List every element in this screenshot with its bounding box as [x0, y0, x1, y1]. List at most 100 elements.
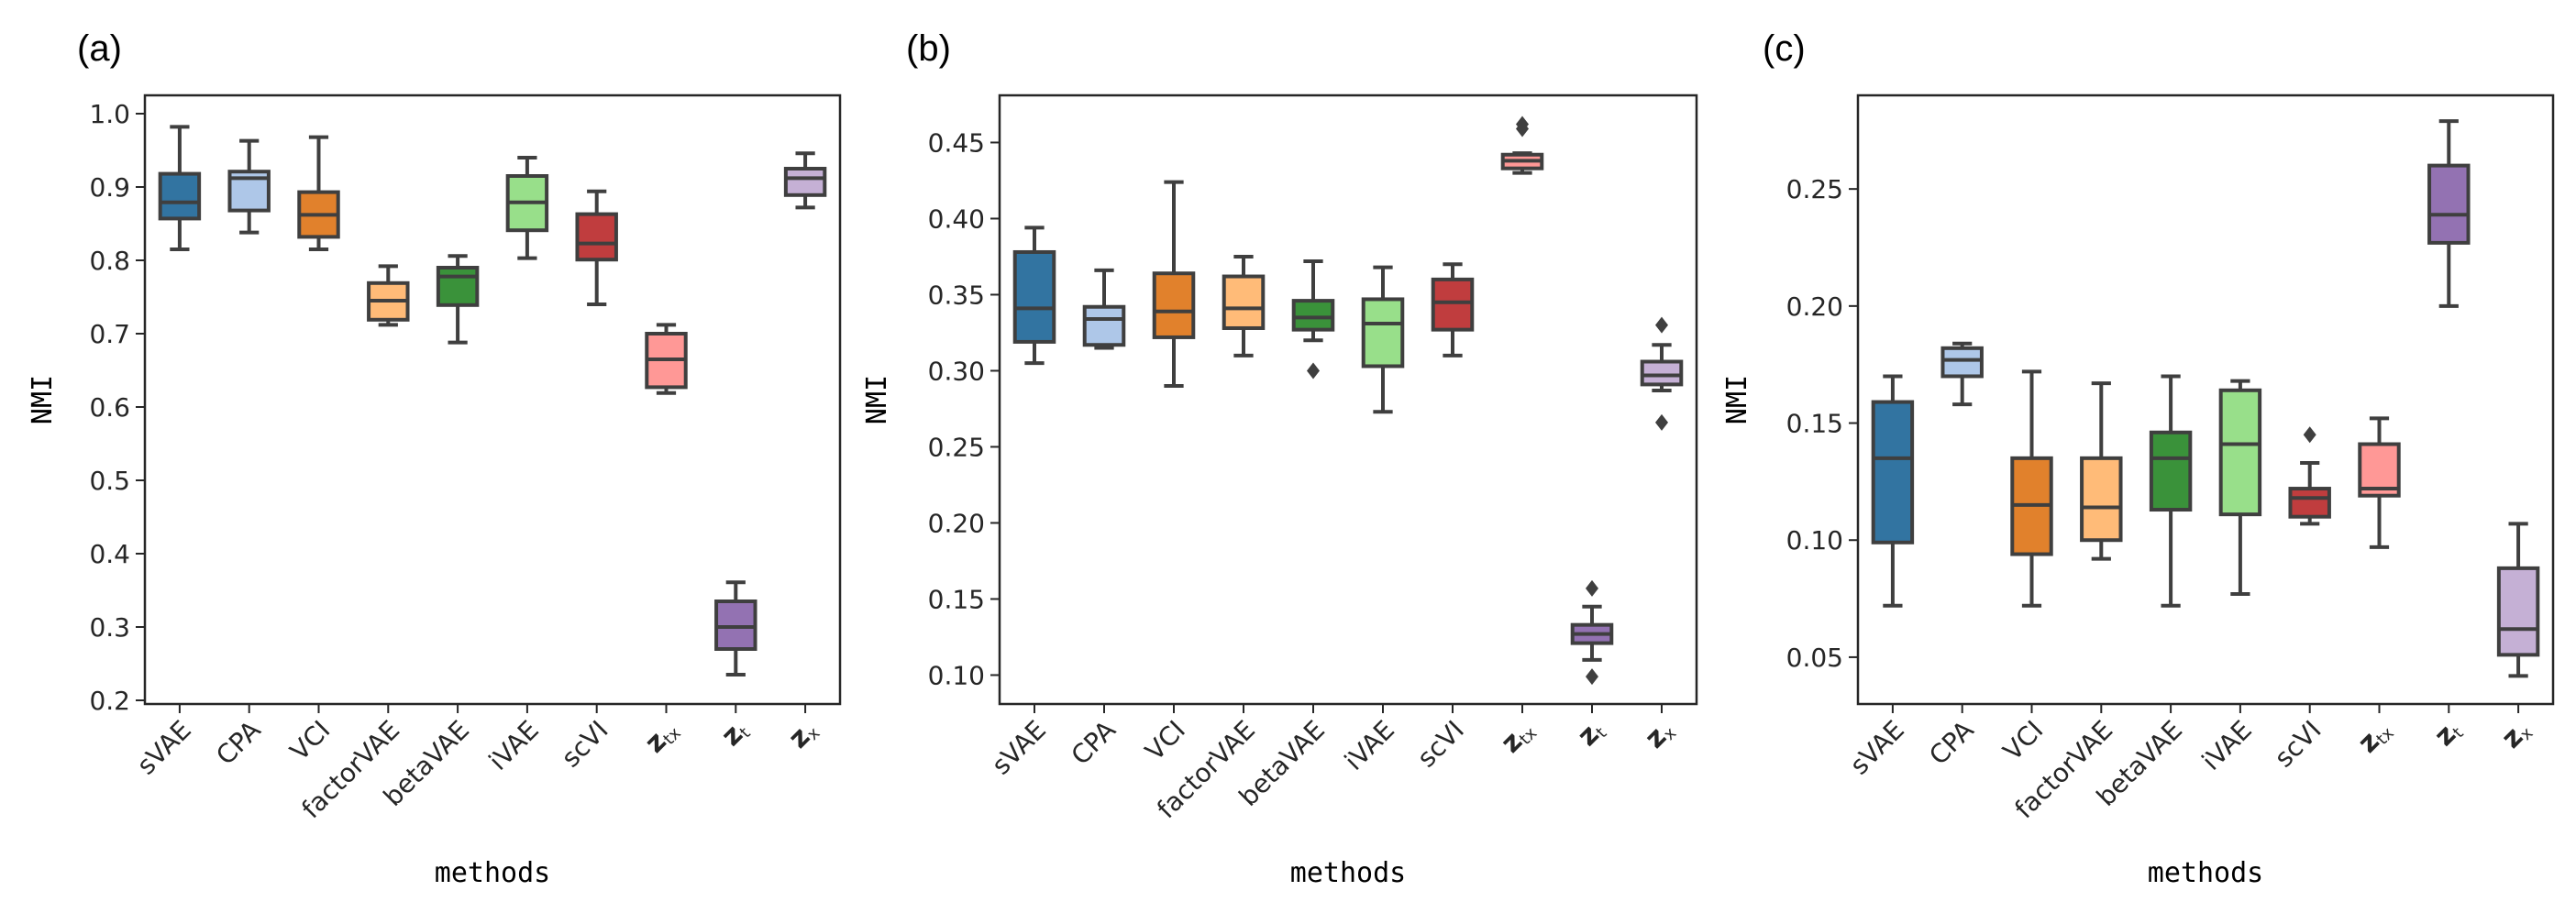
box-body	[2080, 456, 2123, 543]
y-axis-label: NMI	[27, 375, 59, 424]
outlier-point	[1586, 579, 1598, 597]
outlier-point	[1307, 362, 1320, 380]
x-tick-label: CPA	[210, 715, 266, 771]
x-tick-label-main: scVI	[2269, 715, 2327, 774]
x-tick-label: iVAE	[1339, 715, 1400, 776]
outlier-point	[2303, 426, 2316, 444]
box-body	[2496, 566, 2540, 657]
box-body	[1291, 299, 1335, 332]
x-tick-label: VCI	[1139, 715, 1191, 767]
y-tick-label: 0.10	[928, 660, 985, 690]
box-ivae	[2218, 379, 2262, 596]
x-axis-label: methods	[1290, 857, 1406, 889]
y-tick-label: 0.8	[89, 246, 130, 276]
box-vci	[297, 135, 340, 251]
box-body	[2288, 487, 2331, 519]
outlier-point	[1655, 413, 1668, 431]
outlier-point	[1655, 316, 1668, 334]
x-tick-label-main: CPA	[1066, 715, 1122, 771]
box-body	[783, 167, 827, 197]
x-tick-label-main: iVAE	[1339, 715, 1400, 776]
y-tick-label: 0.4	[89, 539, 130, 569]
x-tick-label: zt	[715, 714, 755, 754]
y-tick-label: 0.10	[1786, 525, 1843, 556]
box-zx	[783, 151, 827, 210]
outlier-point	[1516, 116, 1529, 133]
box-scvi	[2288, 426, 2331, 526]
box-ivae	[1361, 265, 1405, 414]
y-tick-label: 0.3	[89, 612, 130, 643]
y-tick-label: 1.0	[89, 99, 130, 129]
x-tick-label: scVI	[2269, 715, 2327, 774]
x-tick-label: zx	[782, 714, 824, 756]
panel-a: (a) 0.2 0.3 0.4 0.5 0.6 0.7 0.8 0.9 1.0 NMI methods…	[27, 28, 842, 889]
box-body	[1152, 271, 1196, 339]
box-body	[1012, 249, 1056, 344]
box-zt	[714, 580, 757, 676]
box-zx	[1640, 316, 1684, 431]
box-body	[1871, 400, 1915, 544]
x-tick-label: scVI	[556, 715, 614, 774]
y-axis-label: NMI	[1721, 375, 1753, 424]
panel-label: (a)	[77, 28, 122, 69]
box-ztx	[1500, 116, 1544, 175]
x-tick-label: sVAE	[1844, 715, 1910, 781]
box-body	[1431, 277, 1475, 332]
box-betavae	[2149, 374, 2193, 608]
box-svae	[1871, 374, 1915, 608]
axes-frame	[998, 94, 1698, 706]
x-tick-label: zx	[2495, 714, 2537, 756]
x-tick-label-main: iVAE	[2196, 715, 2258, 776]
x-tick-label: iVAE	[2196, 715, 2258, 776]
x-axis-label: methods	[435, 857, 550, 889]
panel-label: (c)	[1763, 28, 1806, 69]
box-body	[575, 212, 618, 262]
y-tick-label: 0.25	[928, 432, 985, 462]
x-tick-label-main: sVAE	[1844, 715, 1910, 781]
box-zt	[2427, 119, 2471, 308]
x-tick-label-main: CPA	[1923, 715, 1979, 771]
x-tick-label-main: iVAE	[483, 715, 545, 776]
x-tick-label: VCI	[1997, 715, 2050, 767]
x-tick-label: ztx	[1495, 714, 1542, 761]
y-tick-label: 0.05	[1786, 643, 1843, 673]
panel-b: (b) 0.10 0.15 0.20 0.25 0.30 0.35 0.40 0.45 NMI me…	[861, 28, 1698, 889]
box-factorvae	[1222, 254, 1266, 358]
y-tick-label: 0.25	[1786, 174, 1843, 204]
box-body	[1222, 274, 1266, 330]
x-tick-label: CPA	[1923, 715, 1979, 771]
box-body	[2149, 430, 2193, 512]
box-zx	[2496, 522, 2540, 678]
panel-label: (b)	[906, 28, 951, 69]
x-tick-label: zx	[1639, 714, 1681, 756]
box-cpa	[227, 138, 271, 235]
x-tick-label-main: scVI	[1411, 715, 1470, 774]
x-tick-label: zt	[2428, 714, 2468, 754]
box-body	[2218, 388, 2262, 517]
y-tick-label: 0.2	[89, 686, 130, 716]
box-vci	[1152, 180, 1196, 389]
y-tick-label: 0.30	[928, 356, 985, 386]
x-tick-label: zt	[1572, 714, 1611, 754]
axes-frame	[1856, 94, 2555, 706]
panel-c: (c) 0.05 0.10 0.15 0.20 0.25 NMI methods sVAE CPA…	[1721, 28, 2555, 889]
y-tick-label: 0.35	[928, 280, 985, 310]
box-zt	[1570, 579, 1614, 686]
x-tick-label-main: VCI	[1139, 715, 1191, 767]
x-tick-label-main: VCI	[1997, 715, 2050, 767]
box-body	[158, 171, 202, 221]
x-tick-label-main: sVAE	[131, 715, 197, 781]
box-betavae	[436, 254, 480, 345]
x-tick-label: ztx	[2352, 714, 2399, 761]
x-tick-label-main: CPA	[210, 715, 266, 771]
x-axis-label: methods	[2148, 857, 2263, 889]
y-tick-label: 0.6	[89, 392, 130, 423]
x-tick-label-main: scVI	[556, 715, 614, 774]
box-ztx	[2358, 416, 2401, 549]
box-svae	[158, 125, 202, 251]
y-tick-label: 0.5	[89, 466, 130, 496]
box-scvi	[575, 189, 618, 306]
box-cpa	[1082, 268, 1126, 350]
box-body	[1361, 297, 1405, 368]
